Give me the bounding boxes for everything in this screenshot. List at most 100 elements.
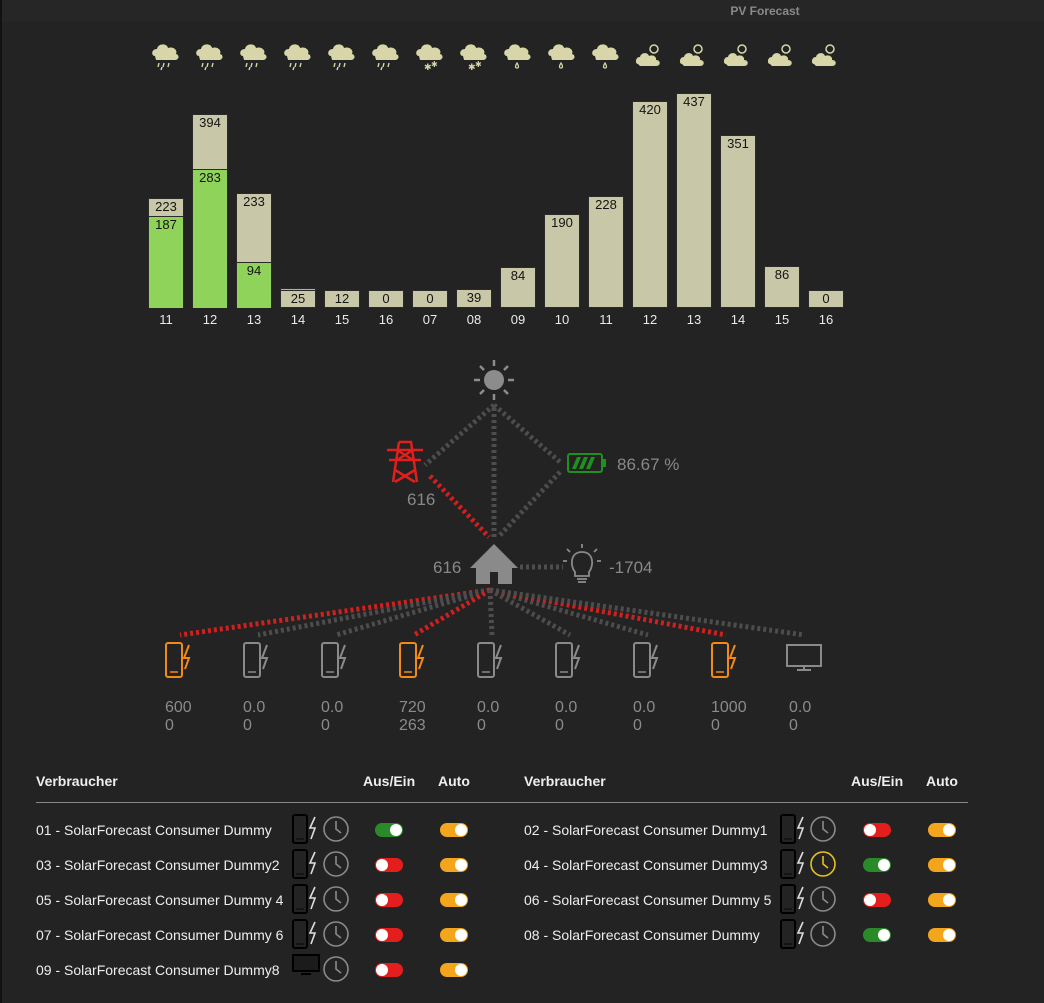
chart-hour-label: 14 <box>290 312 306 327</box>
consumer-name: 02 - SolarForecast Consumer Dummy1 <box>524 822 768 838</box>
onoff-toggle[interactable] <box>863 893 891 907</box>
phone-charging-icon <box>780 849 806 884</box>
weather-sun-cloud-icon <box>767 44 792 66</box>
chart-bar-forecast-label: 0 <box>426 291 434 306</box>
weather-snow-icon: ✱ ✱ <box>460 44 487 72</box>
auto-toggle[interactable] <box>928 893 956 907</box>
schedule-clock-icon[interactable] <box>809 850 837 883</box>
chart-bar-forecast: 12 <box>324 290 360 308</box>
consumer-name: 06 - SolarForecast Consumer Dummy 5 <box>524 892 772 908</box>
chart-bar-forecast-label: 228 <box>595 196 617 212</box>
auto-toggle[interactable] <box>440 928 468 942</box>
consumer-value: 0.0 0 <box>789 699 849 735</box>
onoff-toggle[interactable] <box>863 928 891 942</box>
auto-toggle[interactable] <box>928 858 956 872</box>
auto-toggle[interactable] <box>440 858 468 872</box>
chart-bar-actual-label: 187 <box>155 216 177 232</box>
consumer-value-bottom: 0 <box>633 717 642 734</box>
auto-toggle[interactable] <box>440 893 468 907</box>
chart-bar-actual-label: 283 <box>199 169 221 185</box>
weather-rain-icon <box>152 44 179 71</box>
consumer-value: 600 0 <box>165 699 225 735</box>
weather-sun-cloud-icon <box>679 44 704 66</box>
chart-bar-forecast: 0 <box>808 290 844 308</box>
consumer-name: 01 - SolarForecast Consumer Dummy <box>36 822 272 838</box>
header-strip <box>2 0 1044 22</box>
consumer-value: 0.0 0 <box>477 699 537 735</box>
weather-drizzle-icon <box>592 44 619 69</box>
phone-charging-icon <box>292 919 318 954</box>
chart-hour-label: 08 <box>466 312 482 327</box>
consumer-value-bottom: 0 <box>711 717 720 734</box>
auto-toggle[interactable] <box>440 823 468 837</box>
weather-drizzle-icon <box>504 44 531 69</box>
consumer-value-bottom: 0 <box>789 717 798 734</box>
schedule-clock-icon[interactable] <box>809 920 837 953</box>
chart-bar-forecast-label: 86 <box>774 266 790 282</box>
consumer-value-top: 0.0 <box>321 699 344 716</box>
svg-text:✱: ✱ <box>424 63 432 72</box>
weather-rain-icon <box>328 44 355 71</box>
schedule-clock-icon[interactable] <box>322 920 350 953</box>
consumer-name: 07 - SolarForecast Consumer Dummy 6 <box>36 927 284 943</box>
chart-hour-label: 11 <box>159 312 173 327</box>
schedule-clock-icon[interactable] <box>322 815 350 848</box>
schedule-clock-icon[interactable] <box>322 850 350 883</box>
consumer-value-top: 720 <box>399 699 426 716</box>
consumer-value: 1000 0 <box>711 699 771 735</box>
chart-hour-label: 13 <box>686 312 702 327</box>
grid-power-value: 616 <box>407 490 436 509</box>
phone-charging-icon <box>292 884 318 919</box>
chart-bar-forecast: 437 <box>676 92 712 308</box>
consumer-name: 09 - SolarForecast Consumer Dummy8 <box>36 962 280 978</box>
chart-bar-forecast-label: 0 <box>822 291 830 306</box>
chart-bar-forecast-label: 223 <box>155 199 177 215</box>
phone-charging-icon <box>292 814 318 849</box>
consumer-value-top: 600 <box>165 699 192 716</box>
chart-hour-label: 07 <box>422 312 438 327</box>
weather-sun-cloud-icon <box>723 44 748 66</box>
consumer-name: 04 - SolarForecast Consumer Dummy3 <box>524 857 768 873</box>
weather-rain-icon <box>240 44 267 71</box>
consumer-value-bottom: 0 <box>165 717 174 734</box>
phone-charging-icon <box>780 884 806 919</box>
onoff-toggle[interactable] <box>375 963 403 977</box>
chart-bar-forecast: 86 <box>764 265 800 308</box>
chart-hour-label: 14 <box>730 312 746 327</box>
schedule-clock-icon[interactable] <box>809 885 837 918</box>
chart-bar-actual: 94 <box>236 261 272 308</box>
chart-bar-forecast-label: 25 <box>290 291 306 306</box>
onoff-toggle[interactable] <box>375 893 403 907</box>
page-title: PV Forecast <box>730 4 800 18</box>
chart-bar-forecast: 190 <box>544 214 580 308</box>
onoff-toggle[interactable] <box>375 858 403 872</box>
schedule-clock-icon[interactable] <box>322 885 350 918</box>
schedule-clock-icon[interactable] <box>809 815 837 848</box>
onoff-toggle[interactable] <box>375 823 403 837</box>
chart-hour-label: 11 <box>599 312 613 327</box>
phone-charging-icon <box>292 849 318 884</box>
auto-toggle[interactable] <box>440 963 468 977</box>
onoff-toggle[interactable] <box>863 858 891 872</box>
table-divider <box>36 802 968 803</box>
consumer-value: 0.0 0 <box>555 699 615 735</box>
onoff-toggle[interactable] <box>863 823 891 837</box>
consumer-value: 0.0 0 <box>633 699 693 735</box>
chart-hour-label: 15 <box>334 312 350 327</box>
chart-bar-forecast-label: 233 <box>243 194 265 210</box>
weather-rain-icon <box>284 44 311 71</box>
phone-charging-icon <box>780 919 806 954</box>
auto-toggle[interactable] <box>928 823 956 837</box>
consumption-value: -1704 <box>609 558 653 577</box>
house-power-value: 616 <box>433 558 462 577</box>
auto-toggle[interactable] <box>928 928 956 942</box>
chart-bar-forecast: 228 <box>588 195 624 308</box>
consumer-value-top: 0.0 <box>243 699 266 716</box>
svg-text:✱: ✱ <box>475 60 482 69</box>
schedule-clock-icon[interactable] <box>322 955 350 988</box>
weather-sun-cloud-icon <box>635 44 660 66</box>
col-header-consumer-left: Verbraucher <box>36 773 118 789</box>
onoff-toggle[interactable] <box>375 928 403 942</box>
chart-bar-forecast: 84 <box>500 266 536 308</box>
consumer-name: 05 - SolarForecast Consumer Dummy 4 <box>36 892 284 908</box>
